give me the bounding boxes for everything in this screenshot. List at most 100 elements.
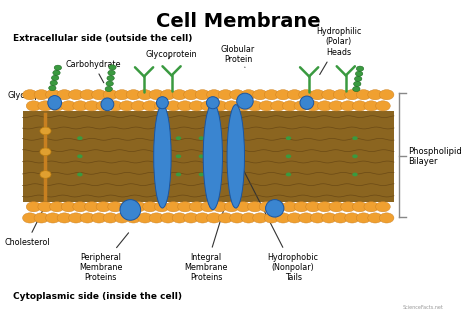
Circle shape xyxy=(195,213,210,223)
Circle shape xyxy=(155,101,169,111)
Circle shape xyxy=(310,213,325,223)
Circle shape xyxy=(61,101,76,111)
Circle shape xyxy=(155,202,169,212)
Circle shape xyxy=(283,202,297,212)
Circle shape xyxy=(201,101,216,111)
Circle shape xyxy=(91,213,106,223)
Circle shape xyxy=(352,101,367,111)
Circle shape xyxy=(26,202,41,212)
Circle shape xyxy=(368,213,383,223)
Circle shape xyxy=(199,136,204,140)
Circle shape xyxy=(356,90,371,100)
Circle shape xyxy=(253,213,267,223)
Circle shape xyxy=(333,90,348,100)
Circle shape xyxy=(333,213,348,223)
Ellipse shape xyxy=(203,103,222,210)
Circle shape xyxy=(103,213,118,223)
Ellipse shape xyxy=(154,105,171,208)
Circle shape xyxy=(276,90,291,100)
Circle shape xyxy=(379,213,394,223)
Circle shape xyxy=(23,213,37,223)
Circle shape xyxy=(96,202,111,212)
Ellipse shape xyxy=(206,97,219,109)
Text: Hydrophobic
(Nonpolar)
Tails: Hydrophobic (Nonpolar) Tails xyxy=(239,162,319,282)
Circle shape xyxy=(176,154,181,158)
Circle shape xyxy=(352,136,358,140)
Circle shape xyxy=(253,90,267,100)
Circle shape xyxy=(38,202,53,212)
Circle shape xyxy=(379,90,394,100)
Circle shape xyxy=(172,213,187,223)
Circle shape xyxy=(356,213,371,223)
Circle shape xyxy=(264,213,279,223)
Circle shape xyxy=(329,101,344,111)
Circle shape xyxy=(199,154,204,158)
Circle shape xyxy=(57,90,72,100)
Circle shape xyxy=(322,90,337,100)
Text: Glycolipid: Glycolipid xyxy=(7,92,50,108)
Circle shape xyxy=(49,101,64,111)
Circle shape xyxy=(341,202,356,212)
Circle shape xyxy=(126,90,141,100)
Circle shape xyxy=(34,90,49,100)
Circle shape xyxy=(207,90,221,100)
Circle shape xyxy=(375,101,390,111)
Circle shape xyxy=(271,101,285,111)
Circle shape xyxy=(49,85,56,91)
Circle shape xyxy=(356,71,363,76)
Circle shape xyxy=(283,101,297,111)
Circle shape xyxy=(212,101,227,111)
Ellipse shape xyxy=(120,200,141,220)
Circle shape xyxy=(195,90,210,100)
Circle shape xyxy=(119,101,134,111)
Circle shape xyxy=(183,213,198,223)
Circle shape xyxy=(176,173,181,176)
Circle shape xyxy=(286,154,291,158)
Circle shape xyxy=(286,173,291,176)
Circle shape xyxy=(176,136,181,140)
Circle shape xyxy=(276,213,291,223)
Circle shape xyxy=(61,202,76,212)
Circle shape xyxy=(40,148,51,156)
Circle shape xyxy=(364,202,379,212)
Text: Globular
Protein: Globular Protein xyxy=(221,45,255,67)
Circle shape xyxy=(119,202,134,212)
Circle shape xyxy=(80,213,95,223)
Circle shape xyxy=(294,101,309,111)
Circle shape xyxy=(23,90,37,100)
Circle shape xyxy=(356,66,364,71)
Ellipse shape xyxy=(265,200,284,217)
Circle shape xyxy=(299,213,313,223)
Circle shape xyxy=(77,173,82,176)
Circle shape xyxy=(353,86,360,92)
Circle shape xyxy=(286,136,291,140)
Circle shape xyxy=(355,76,362,81)
Text: Extracellular side (outside the cell): Extracellular side (outside the cell) xyxy=(13,34,193,43)
Circle shape xyxy=(52,75,59,80)
Circle shape xyxy=(352,173,358,176)
Ellipse shape xyxy=(227,105,245,208)
Circle shape xyxy=(230,90,245,100)
Circle shape xyxy=(212,202,227,212)
Bar xyxy=(23,111,394,202)
Circle shape xyxy=(161,213,175,223)
Circle shape xyxy=(161,90,175,100)
Circle shape xyxy=(46,213,60,223)
Circle shape xyxy=(310,90,325,100)
Circle shape xyxy=(73,202,88,212)
Circle shape xyxy=(166,101,181,111)
Circle shape xyxy=(34,213,49,223)
Circle shape xyxy=(166,202,181,212)
Circle shape xyxy=(230,213,245,223)
Circle shape xyxy=(96,101,111,111)
Circle shape xyxy=(172,90,187,100)
Circle shape xyxy=(345,213,359,223)
Circle shape xyxy=(259,101,274,111)
Circle shape xyxy=(241,213,256,223)
Circle shape xyxy=(137,213,152,223)
Circle shape xyxy=(80,90,95,100)
Circle shape xyxy=(236,101,251,111)
Circle shape xyxy=(103,90,118,100)
Circle shape xyxy=(53,70,60,75)
Ellipse shape xyxy=(101,98,114,111)
